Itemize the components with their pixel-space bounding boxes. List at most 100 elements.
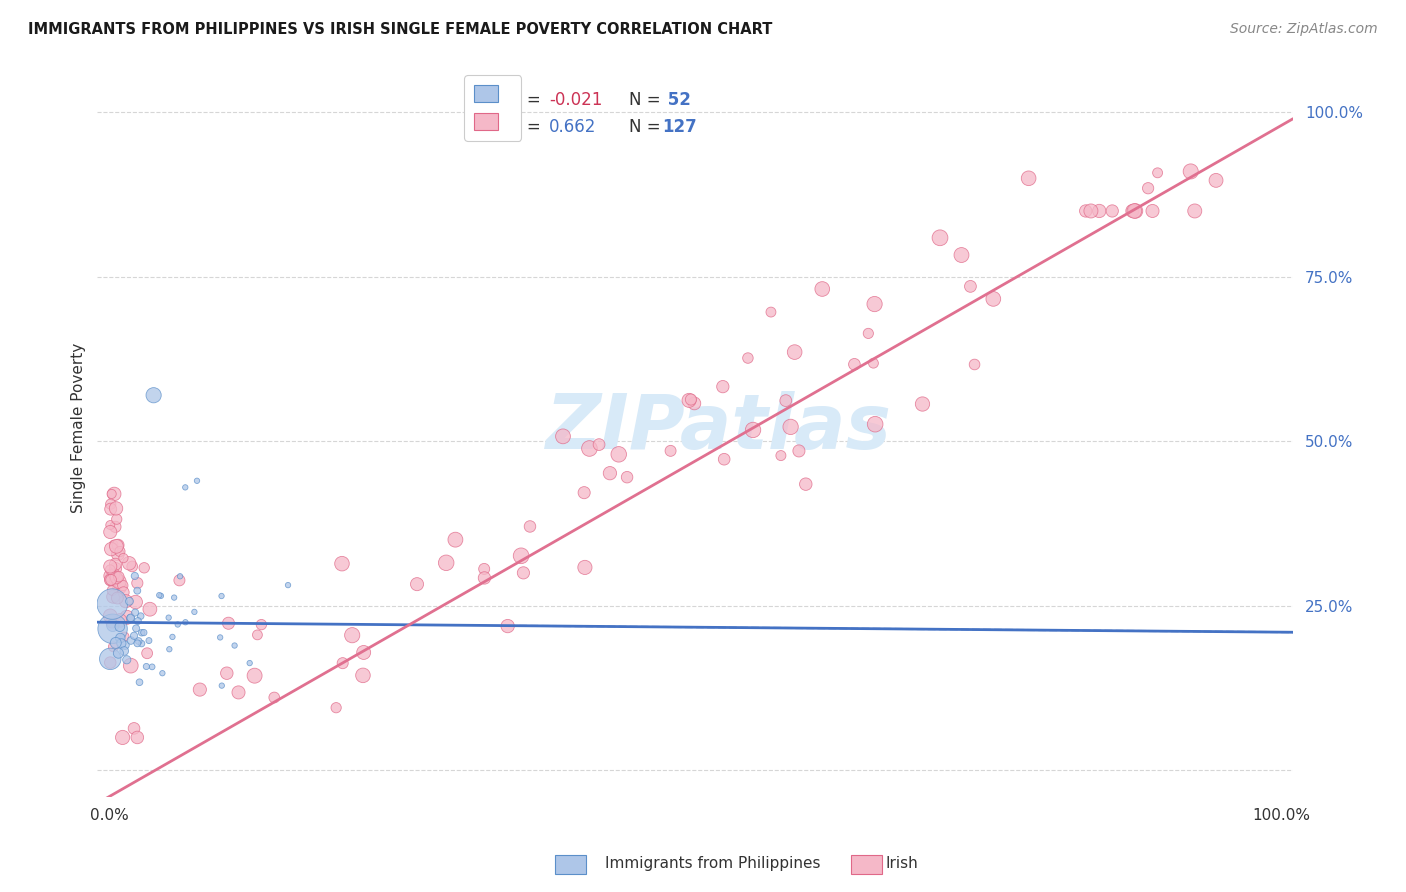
Point — [108, 580, 131, 594]
Point — [1088, 204, 1111, 219]
Point — [100, 487, 122, 501]
Point — [148, 588, 170, 602]
Point — [114, 630, 136, 644]
Point — [163, 591, 186, 605]
Point — [510, 549, 533, 563]
Point — [174, 480, 197, 494]
Point — [127, 576, 149, 591]
Point — [105, 501, 128, 516]
Point — [769, 449, 792, 463]
Point — [101, 622, 124, 636]
Point — [150, 666, 173, 681]
Point — [127, 614, 149, 628]
Point — [100, 497, 122, 511]
Point — [103, 640, 125, 654]
Text: N =: N = — [630, 91, 666, 109]
Point — [1137, 181, 1160, 195]
Point — [679, 392, 702, 407]
Point — [959, 279, 981, 293]
Point — [950, 248, 973, 262]
Point — [1180, 164, 1202, 178]
Point — [101, 597, 124, 611]
Point — [512, 566, 534, 580]
Point — [104, 636, 127, 650]
Point — [811, 282, 834, 296]
Point — [166, 617, 188, 632]
Point — [683, 396, 706, 410]
Point — [1123, 204, 1146, 219]
Point — [211, 589, 233, 603]
Point — [127, 731, 149, 745]
Point — [472, 562, 495, 576]
Point — [929, 231, 952, 245]
Y-axis label: Single Female Poverty: Single Female Poverty — [72, 343, 86, 513]
Point — [141, 660, 163, 674]
Point — [120, 658, 142, 673]
Point — [120, 611, 142, 625]
Point — [224, 639, 246, 653]
Point — [112, 644, 135, 658]
Point — [711, 379, 734, 393]
Point — [101, 618, 124, 632]
Point — [139, 602, 162, 616]
Point — [122, 722, 145, 736]
Point — [325, 700, 347, 714]
Point — [112, 585, 135, 599]
Point — [783, 345, 806, 359]
Point — [101, 590, 124, 604]
Point — [100, 573, 122, 587]
Point — [118, 556, 141, 570]
Point — [742, 423, 765, 437]
Text: Immigrants from Philippines: Immigrants from Philippines — [605, 856, 820, 871]
Point — [1080, 204, 1102, 219]
Point — [863, 417, 886, 432]
Point — [101, 572, 124, 586]
Point — [1101, 204, 1123, 219]
Point — [188, 682, 211, 697]
Point — [105, 539, 128, 553]
Point — [136, 646, 159, 660]
Point — [162, 630, 184, 644]
Point — [858, 326, 880, 341]
Point — [352, 668, 374, 682]
Point — [98, 656, 121, 670]
Point — [108, 570, 131, 584]
Point — [131, 625, 153, 640]
Point — [125, 621, 148, 635]
Point — [115, 653, 138, 667]
Point — [98, 569, 121, 583]
Point — [330, 557, 353, 571]
Point — [107, 646, 129, 660]
Point — [132, 625, 155, 640]
Point — [124, 595, 146, 609]
Point — [209, 631, 232, 645]
Point — [1146, 166, 1168, 180]
Point — [108, 574, 131, 589]
Point — [599, 466, 621, 480]
Point — [135, 659, 157, 673]
Point — [127, 583, 149, 598]
Point — [779, 420, 801, 434]
Point — [142, 388, 165, 402]
Point — [211, 679, 233, 693]
Point — [474, 571, 496, 585]
Point — [131, 637, 153, 651]
Point — [332, 656, 354, 670]
Point — [105, 591, 128, 605]
Point — [127, 636, 149, 650]
Point — [101, 615, 124, 629]
Point — [353, 645, 375, 659]
Point — [239, 656, 262, 670]
Point — [519, 519, 541, 533]
Point — [100, 502, 122, 516]
Point — [101, 583, 124, 598]
Point — [105, 571, 128, 585]
Point — [98, 524, 121, 539]
Point — [277, 578, 299, 592]
Text: R =: R = — [510, 119, 546, 136]
Point — [103, 487, 125, 501]
Point — [1125, 204, 1147, 219]
Point — [120, 633, 142, 648]
Point — [107, 538, 129, 552]
Text: 127: 127 — [662, 119, 696, 136]
